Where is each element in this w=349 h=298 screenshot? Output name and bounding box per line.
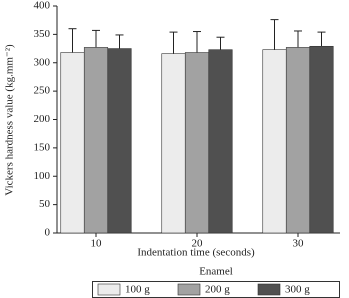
bar bbox=[83, 47, 109, 234]
y-axis-label: Vickers hardness value (kg.mm⁻²) bbox=[4, 44, 16, 196]
legend-swatch bbox=[177, 283, 201, 296]
y-tick-label: 350 bbox=[34, 28, 51, 40]
y-tick-label: 150 bbox=[34, 141, 51, 153]
y-tick-label: 250 bbox=[34, 85, 51, 97]
y-tick-label: 200 bbox=[34, 113, 51, 125]
bar bbox=[309, 45, 334, 234]
x-tick-label: 10 bbox=[91, 238, 103, 250]
x-tick-label: 30 bbox=[293, 238, 305, 250]
bar bbox=[60, 52, 85, 234]
legend-swatch bbox=[257, 283, 281, 296]
y-tick-label: 50 bbox=[39, 198, 51, 210]
legend-label: 200 g bbox=[205, 284, 230, 296]
bar bbox=[107, 48, 132, 234]
x-tick-label: 20 bbox=[192, 238, 204, 250]
y-tick-label: 0 bbox=[45, 227, 51, 239]
bar bbox=[262, 49, 287, 234]
legend-label: 100 g bbox=[125, 284, 150, 296]
bar bbox=[184, 52, 210, 234]
y-tick-label: 400 bbox=[34, 0, 51, 12]
x-axis-label: Indentation time (seconds) bbox=[137, 247, 255, 259]
legend-swatch bbox=[97, 283, 121, 296]
y-tick-label: 100 bbox=[34, 170, 51, 182]
bar bbox=[285, 47, 311, 234]
legend-title: Enamel bbox=[199, 266, 233, 278]
bar bbox=[208, 49, 233, 234]
bar bbox=[161, 53, 186, 234]
y-tick-label: 300 bbox=[34, 56, 51, 68]
legend-label: 300 g bbox=[285, 284, 310, 296]
